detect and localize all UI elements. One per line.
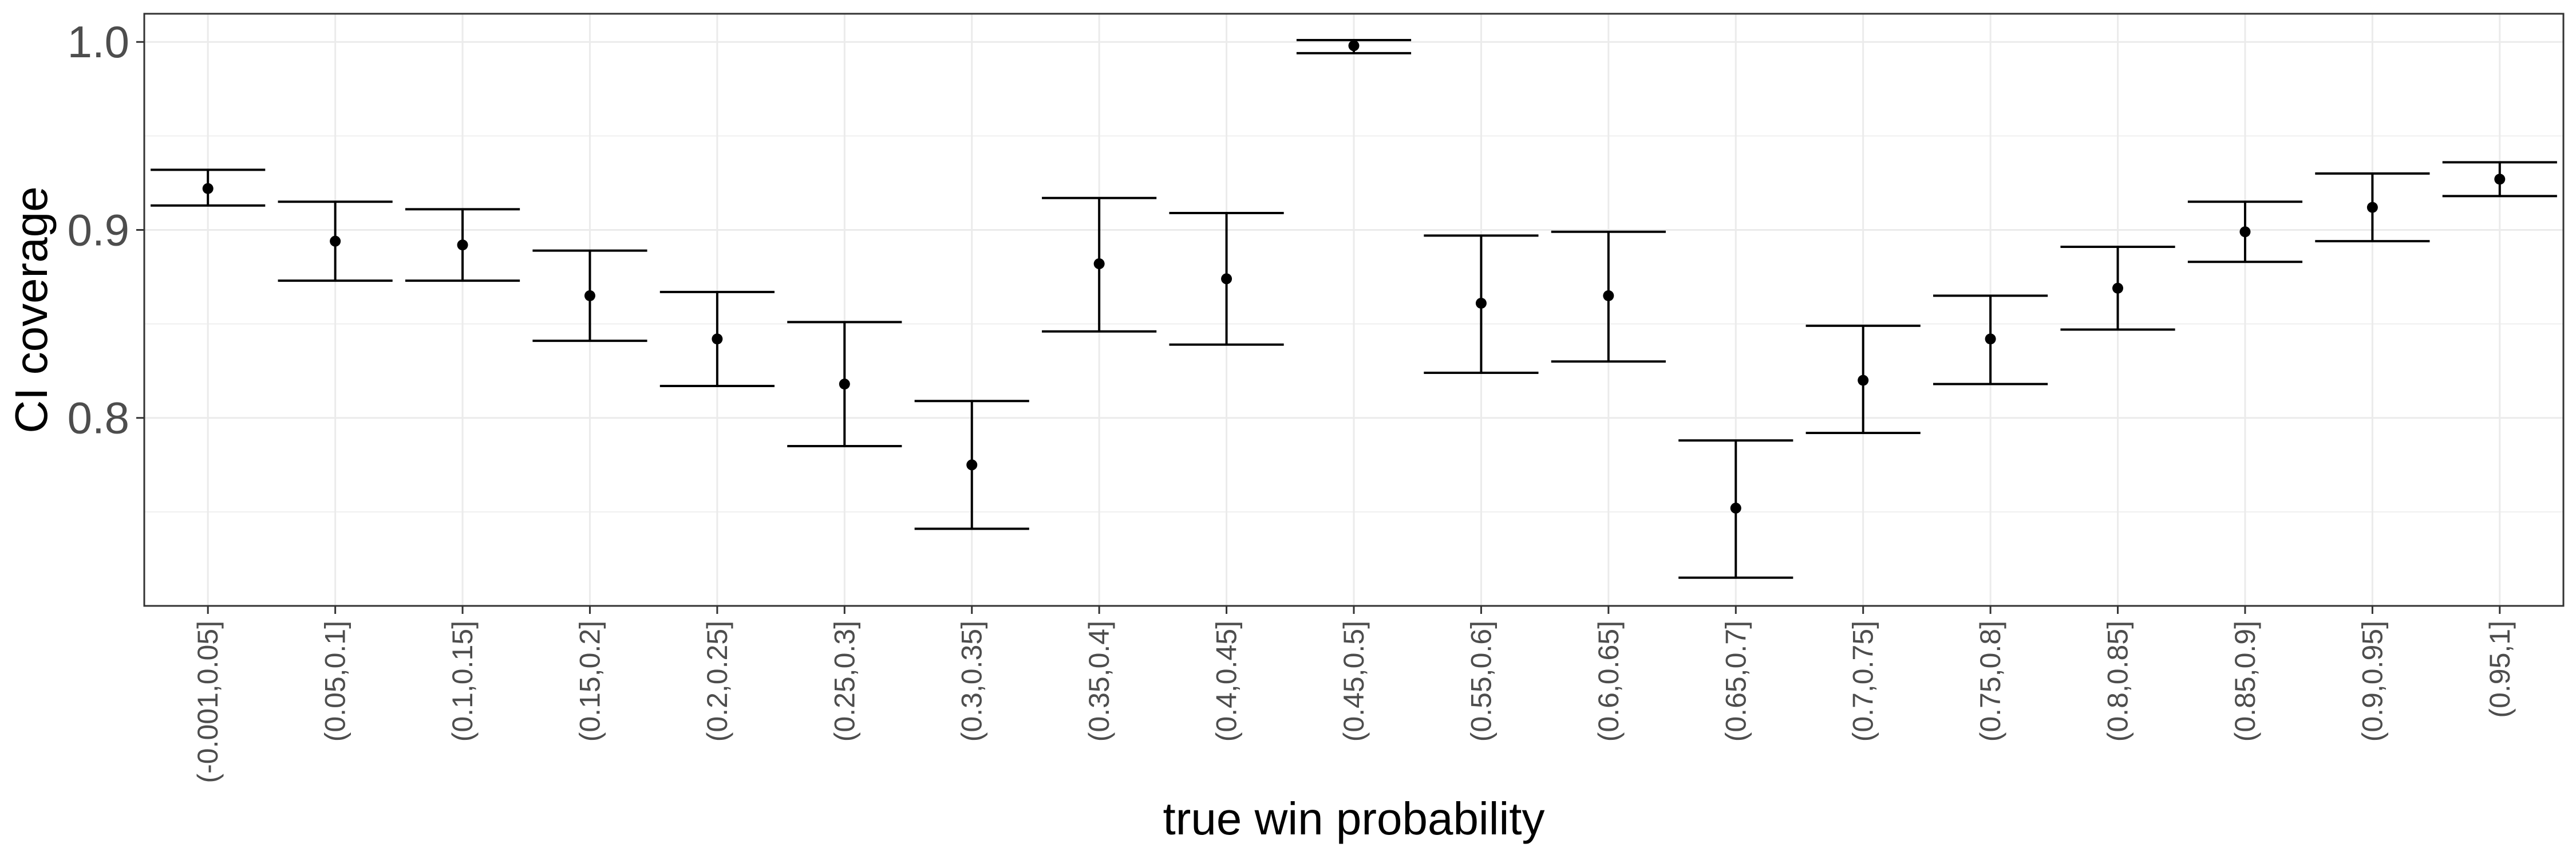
x-tick-label: (0.9,0.95] [2356, 621, 2388, 742]
data-point [1730, 502, 1741, 514]
x-tick-label: (0.2,0.25] [701, 621, 733, 742]
data-point [1475, 298, 1487, 309]
y-tick-label: 0.8 [68, 393, 129, 443]
data-point [2366, 202, 2378, 213]
x-tick-label: (0.95,1] [2484, 621, 2516, 718]
data-point [330, 235, 341, 247]
x-tick-label: (0.25,0.3] [828, 621, 860, 742]
data-point [2239, 226, 2251, 238]
error-bar-series [151, 38, 2557, 579]
x-tick-label: (0.3,0.35] [956, 621, 988, 742]
x-tick-label: (0.85,0.9] [2229, 621, 2261, 742]
x-tick-label: (-0.001,0.05] [192, 621, 224, 783]
data-point [712, 333, 723, 345]
x-tick-label: (0.75,0.8] [1974, 621, 2006, 742]
data-point [2494, 174, 2506, 185]
data-point [1348, 40, 1360, 52]
x-tick-label: (0.7,0.75] [1847, 621, 1879, 742]
y-axis: 0.8 0.9 1.0 [68, 17, 144, 443]
x-tick-label: (0.1,0.15] [447, 621, 479, 742]
y-tick-label: 1.0 [68, 17, 129, 67]
data-point [1093, 258, 1105, 270]
x-axis-title: true win probability [1163, 793, 1545, 844]
data-point [966, 459, 978, 471]
data-point [457, 239, 468, 251]
x-tick-label: (0.55,0.6] [1465, 621, 1497, 742]
x-tick-label: (0.05,0.1] [319, 621, 351, 742]
data-point [2112, 282, 2124, 294]
data-point [202, 183, 214, 194]
x-tick-label: (0.45,0.5] [1338, 621, 1370, 742]
x-tick-label: (0.35,0.4] [1083, 621, 1115, 742]
y-tick-label: 0.9 [68, 204, 129, 255]
data-point [584, 290, 595, 301]
x-tick-label: (0.4,0.45] [1211, 621, 1243, 742]
data-point [1858, 375, 1869, 386]
data-point [1221, 273, 1232, 285]
grid-lines [144, 14, 2563, 606]
x-tick-label: (0.15,0.2] [574, 621, 606, 742]
x-tick-label: (0.6,0.65] [1593, 621, 1625, 742]
x-tick-label: (0.65,0.7] [1720, 621, 1752, 742]
x-axis: (-0.001,0.05] (0.05,0.1] (0.1,0.15] (0.15,0… [192, 606, 2516, 783]
data-point [839, 379, 850, 390]
data-point [1603, 290, 1614, 301]
data-point [1985, 333, 1996, 345]
x-tick-label: (0.8,0.85] [2102, 621, 2134, 742]
y-axis-title: CI coverage [6, 186, 57, 433]
